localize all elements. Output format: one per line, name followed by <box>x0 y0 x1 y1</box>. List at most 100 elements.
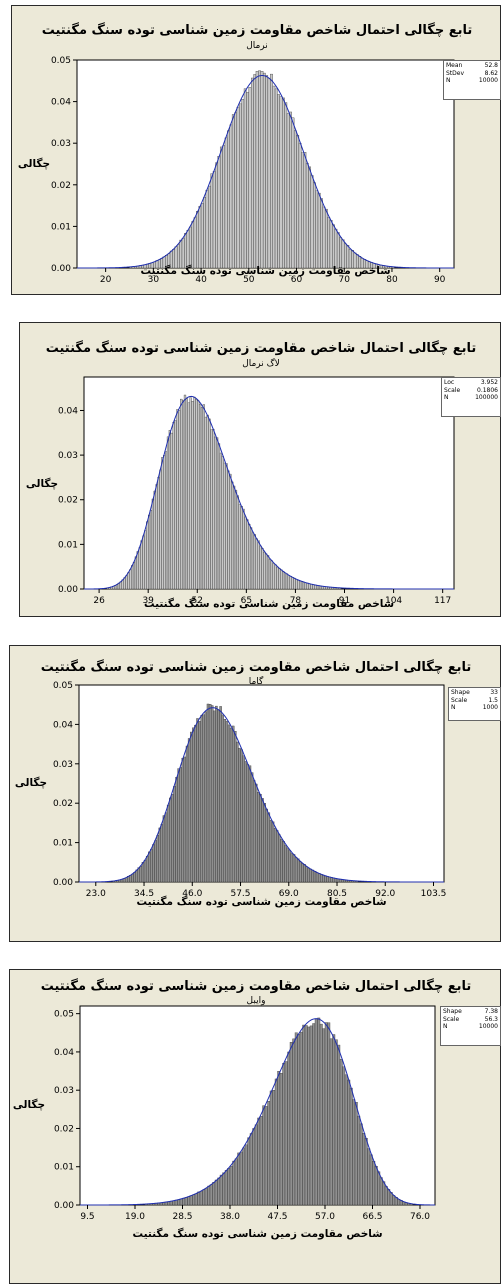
histogram-bar <box>289 575 292 590</box>
stats-label: Shape <box>443 1008 462 1015</box>
histogram-bar <box>202 1189 206 1206</box>
histogram-bar <box>342 1066 346 1206</box>
stats-label: N <box>444 394 449 401</box>
histogram-bar <box>291 117 295 269</box>
histogram-bar <box>309 1025 313 1206</box>
histogram-bar <box>192 1194 196 1206</box>
histogram-bar <box>302 581 306 590</box>
histogram-bar <box>198 721 201 883</box>
histogram-bar <box>170 432 173 590</box>
histogram-bar <box>259 794 262 883</box>
histogram-bar <box>255 538 258 590</box>
x-tick-label: 52 <box>192 596 203 606</box>
histogram-bar <box>258 70 261 269</box>
histogram-bar <box>283 572 287 590</box>
histogram-bar <box>184 1197 188 1206</box>
histogram-bar <box>181 238 185 269</box>
histogram-bar <box>284 1061 288 1206</box>
x-tick-label: 30 <box>148 275 160 285</box>
histogram-bar <box>138 547 141 590</box>
histogram-bar <box>310 175 314 269</box>
histogram-bar <box>260 71 264 269</box>
stats-row: Scale 1.5 <box>451 697 498 705</box>
histogram-bar <box>344 1074 348 1206</box>
histogram-bar <box>242 1147 246 1206</box>
stats-label: Loc <box>444 379 455 386</box>
histogram-bar <box>288 850 292 883</box>
stats-legend: Shape 33 Scale 1.5 N 1000 <box>448 687 501 721</box>
histogram-bar <box>384 1186 388 1206</box>
fit-curve <box>77 74 454 269</box>
histogram-bar <box>244 761 247 883</box>
histogram-bar <box>236 106 240 269</box>
histogram-bar <box>142 535 145 590</box>
histogram-bar <box>143 860 147 883</box>
histogram-bar <box>134 556 138 590</box>
stats-row: N 10000 <box>443 1023 498 1031</box>
histogram-bar <box>179 1198 183 1206</box>
histogram-bar <box>277 94 280 269</box>
stats-value: 10000 <box>478 1023 498 1030</box>
histogram-bar <box>369 1154 373 1206</box>
histogram-bar <box>232 1160 236 1206</box>
histogram-bar <box>301 152 304 269</box>
histogram-bar <box>217 443 221 590</box>
stats-value: 1000 <box>482 704 498 711</box>
y-tick-label: 0.01 <box>53 839 73 849</box>
histogram-bar <box>252 780 256 883</box>
histogram-bar <box>262 1105 266 1206</box>
histogram-bar <box>274 88 278 269</box>
histogram-bar <box>131 565 134 590</box>
histogram-bar <box>292 854 296 883</box>
histogram-bar <box>304 582 307 590</box>
histogram-bar <box>163 455 166 590</box>
y-tick-label: 0.04 <box>54 1048 74 1058</box>
histogram-bar <box>265 808 268 883</box>
histogram-bar <box>276 566 279 590</box>
histogram-bar <box>374 1165 378 1206</box>
histogram-bar <box>308 166 312 269</box>
histogram-bar <box>132 562 136 590</box>
histogram-bar <box>185 398 189 590</box>
chart-svg: تابع چگالی احتمال شاخص مقاومت زمین شناسی… <box>18 22 472 285</box>
histogram-bar <box>362 1133 366 1206</box>
histogram-bar <box>203 197 207 269</box>
histogram-bar <box>269 1090 273 1206</box>
chart-panel-weibull: تابع چگالی احتمال شاخص مقاومت زمین شناسی… <box>9 969 501 1284</box>
histogram-bar <box>229 727 233 883</box>
histogram-bar <box>190 731 193 883</box>
x-tick-label: 57.5 <box>230 889 250 899</box>
histogram-bar <box>179 767 182 883</box>
histogram-bar <box>208 185 211 269</box>
histogram-bar <box>296 858 300 883</box>
histogram-bar <box>183 756 187 883</box>
histogram-bar <box>240 506 243 590</box>
histogram-bar <box>198 206 202 269</box>
histogram-bar <box>301 863 304 883</box>
histogram-bar <box>206 414 209 590</box>
histogram-bar <box>261 548 264 590</box>
histogram-bar <box>317 1017 321 1206</box>
stats-value: 52.8 <box>484 62 498 69</box>
histogram-bar <box>299 1031 303 1206</box>
histogram-bar <box>282 571 285 590</box>
histogram-bar <box>178 410 181 590</box>
histogram-bar <box>214 436 217 590</box>
histogram-bar <box>217 156 221 269</box>
histogram-bar <box>257 1117 261 1206</box>
histogram-bar <box>213 710 216 883</box>
histogram-bar <box>319 1023 323 1206</box>
histogram-bar <box>293 130 297 269</box>
histogram-bar <box>234 1158 238 1206</box>
histogram-bar <box>267 77 271 269</box>
stats-label: Mean <box>446 62 463 69</box>
histogram-bar <box>127 572 130 590</box>
histogram-bar <box>125 575 128 590</box>
histogram-bar <box>324 875 327 883</box>
histogram-bar <box>306 582 309 590</box>
histogram-bar <box>238 504 241 590</box>
y-axis-label: چگالی <box>15 776 47 789</box>
histogram-bar <box>222 145 226 269</box>
histogram-bar <box>215 705 218 883</box>
histogram-bar <box>168 430 172 590</box>
